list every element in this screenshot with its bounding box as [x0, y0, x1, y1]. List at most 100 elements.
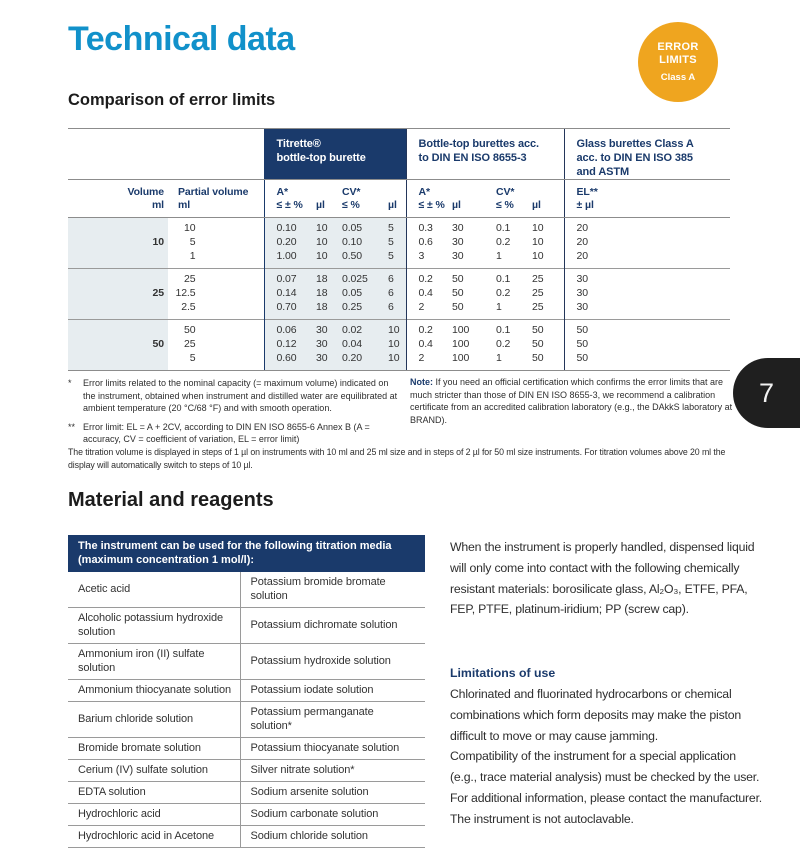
- value-cell: 0.20: [263, 235, 312, 249]
- value-cell: 0.4: [405, 337, 448, 351]
- reagent-cell: Sodium carbonate solution: [239, 803, 425, 826]
- badge-error-limits-label: ERROR LIMITS: [657, 41, 699, 66]
- value-cell: 0.12: [263, 337, 312, 351]
- value-cell: 100: [448, 351, 490, 371]
- value-cell: 1: [189, 250, 196, 262]
- value-cell: 5: [384, 217, 406, 235]
- value-cell: 0.4: [405, 286, 448, 300]
- note: Note: If you need an official certificat…: [410, 376, 734, 426]
- table-row: Barium chloride solution Potassium perman…: [68, 701, 425, 738]
- value-cell: 30: [312, 319, 338, 337]
- value-cell: 0.02: [338, 319, 384, 337]
- materials-table: The instrument can be used for the follo…: [68, 535, 425, 848]
- value-cell: 100: [448, 319, 490, 337]
- reagent-cell: Bromide bromate solution: [68, 737, 240, 760]
- header-ul: µl: [448, 179, 490, 218]
- value-cell: 0.2: [496, 338, 511, 350]
- value-cell: 30: [452, 222, 464, 234]
- value-cell: 0.05: [338, 286, 384, 300]
- value-cell: 20: [563, 249, 731, 269]
- error-limits-badge: ERROR LIMITS Class A: [638, 22, 718, 102]
- table-row: 25 0.07 18 0.025 6 0.2 50 0.1 25 30: [68, 268, 731, 286]
- value-cell: 0.20: [338, 351, 384, 371]
- reagent-cell: Alcoholic potassium hydroxide solution: [68, 607, 240, 644]
- table-row: 10 0.10 10 0.05 5 0.3 30 0.1 10 20: [68, 217, 731, 235]
- page-number: 7: [758, 377, 775, 408]
- column-group-titrette: Titrette® bottle-top burette: [263, 128, 406, 180]
- header-partial-volume: Partial volume ml: [168, 179, 264, 218]
- footnote: * Error limits related to the nominal ca…: [68, 377, 402, 415]
- table-group-header-row: Titrette® bottle-top burette Bottle-top …: [68, 128, 731, 180]
- value-cell: 2: [405, 351, 448, 371]
- value-cell: 0.10: [338, 235, 384, 249]
- column-group-glass: Glass burettes Class A acc. to DIN EN IS…: [563, 128, 731, 180]
- value-cell: 50: [452, 287, 464, 299]
- value-cell: 10: [312, 249, 338, 269]
- column-group-bottletop: Bottle-top burettes acc. to DIN EN ISO 8…: [405, 128, 565, 180]
- reagent-cell: Cerium (IV) sulfate solution: [68, 759, 240, 782]
- footnote-text: Error limits related to the nominal capa…: [83, 378, 398, 413]
- reagent-cell: Ammonium thiocyanate solution: [68, 679, 240, 702]
- header-accuracy: A* ≤ ± %: [263, 179, 312, 218]
- reagent-cell: EDTA solution: [68, 781, 240, 804]
- value-cell: 10: [384, 337, 406, 351]
- value-cell: 10: [532, 236, 544, 248]
- volume-cell: [68, 300, 168, 320]
- reagent-cell: Potassium permanganate solution*: [239, 701, 425, 738]
- table-row: 5 0.60 30 0.20 10 2 100 1 50 50: [68, 351, 731, 371]
- value-cell: 5: [168, 351, 264, 371]
- value-cell: 10: [384, 351, 406, 371]
- value-cell: 5: [384, 249, 406, 269]
- value-cell: 0.1: [490, 268, 528, 286]
- reagent-cell: Potassium iodate solution: [239, 679, 425, 702]
- value-cell: 30: [563, 286, 731, 300]
- value-cell: 0.60: [263, 351, 312, 371]
- value-cell: 10: [312, 235, 338, 249]
- value-cell: 0.3: [405, 217, 448, 235]
- header-error-limit: EL** ± µl: [563, 179, 731, 218]
- titration-steps-paragraph: The titration volume is displayed in ste…: [68, 447, 726, 470]
- value-cell: 0.06: [263, 319, 312, 337]
- value-cell: 0.025: [338, 268, 384, 286]
- table-row: Hydrochloric acid Sodium carbonate soluti…: [68, 803, 425, 826]
- value-cell: 3: [405, 249, 448, 269]
- value-cell: 0.6: [405, 235, 448, 249]
- value-cell: 0.07: [263, 268, 312, 286]
- value-cell: 10: [312, 217, 338, 235]
- table-row: 50 25 0.12 30 0.04 10 0.4 100 0.2 50 50: [68, 337, 731, 351]
- empty-header-cell: [68, 128, 264, 180]
- value-cell: 0.2: [496, 287, 511, 299]
- footnote-marker: **: [68, 421, 76, 432]
- value-cell: 0.50: [338, 249, 384, 269]
- value-cell: 50: [563, 337, 731, 351]
- value-cell: 10: [184, 222, 196, 234]
- table-row: Hydrochloric acid in Acetone Sodium chlor…: [68, 825, 425, 848]
- reagent-cell: Barium chloride solution: [68, 701, 240, 738]
- volume-cell: [68, 217, 168, 235]
- value-cell: 2: [405, 300, 448, 320]
- value-cell: 25: [532, 301, 544, 313]
- value-cell: 30: [452, 250, 464, 262]
- value-cell: 50: [168, 319, 264, 337]
- value-cell: 30: [563, 268, 731, 286]
- value-cell: 2.5: [181, 301, 196, 313]
- reagent-cell: Potassium bromide bromate solution: [239, 572, 425, 608]
- header-ul: µl: [384, 179, 406, 218]
- value-cell: 0.2: [405, 268, 448, 286]
- table-row: Alcoholic potassium hydroxide solution Po…: [68, 607, 425, 644]
- value-cell: 20: [563, 217, 731, 235]
- value-cell: 1: [496, 250, 502, 262]
- value-cell: 30: [563, 300, 731, 320]
- value-cell: 0.04: [338, 337, 384, 351]
- value-cell: 0.1: [496, 222, 511, 234]
- value-cell: 30: [452, 236, 464, 248]
- reagent-cell: Hydrochloric acid in Acetone: [68, 825, 240, 848]
- document-page: Technical data ERROR LIMITS Class A Comp…: [68, 20, 800, 848]
- table-row: 10 5 0.20 10 0.10 5 0.6 30 0.2 10 20: [68, 235, 731, 249]
- value-cell: 18: [312, 268, 338, 286]
- table-row: EDTA solution Sodium arsenite solution: [68, 781, 425, 804]
- value-cell: 10: [384, 319, 406, 337]
- table-row: Bromide bromate solution Potassium thiocy…: [68, 737, 425, 760]
- value-cell: 18: [312, 286, 338, 300]
- reagent-cell: Potassium hydroxide solution: [239, 643, 425, 680]
